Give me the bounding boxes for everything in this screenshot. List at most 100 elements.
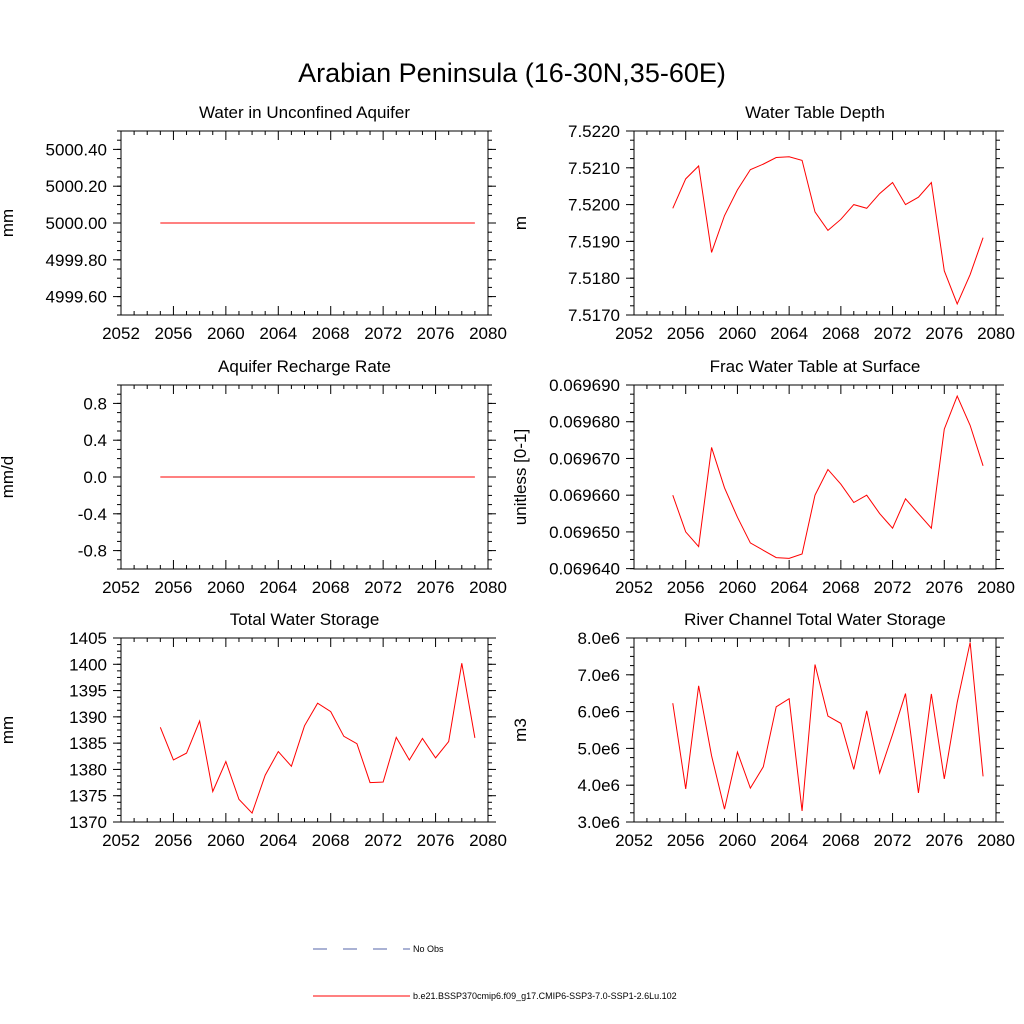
x-tick-label: 2060 [207,831,245,850]
x-tick-label: 2080 [977,324,1015,343]
y-tick-label: 5000.20 [46,177,107,196]
y-tick-label: 7.5210 [568,159,620,178]
y-axis-label: mm/d [0,456,17,499]
x-tick-label: 2060 [207,324,245,343]
x-tick-label: 2052 [102,578,140,597]
y-tick-label: 1400 [69,655,107,674]
x-tick-label: 2076 [417,324,455,343]
y-tick-label: 6.0e6 [577,703,620,722]
x-tick-label: 2056 [155,578,193,597]
panel-title: Frac Water Table at Surface [710,357,921,376]
y-tick-label: 1395 [69,682,107,701]
x-tick-label: 2064 [259,324,297,343]
x-tick-label: 2052 [102,324,140,343]
y-tick-label: 0.069670 [549,449,620,468]
x-tick-label: 2076 [925,324,963,343]
y-tick-label: 0.069680 [549,413,620,432]
legend-no-obs-label: No Obs [413,944,444,954]
y-tick-label: 0.069640 [549,560,620,579]
x-tick-label: 2064 [259,578,297,597]
x-tick-label: 2068 [822,831,860,850]
y-tick-label: 0.4 [83,431,107,450]
x-tick-label: 2080 [469,831,507,850]
y-tick-label: 0.069650 [549,523,620,542]
x-tick-label: 2056 [155,831,193,850]
x-tick-label: 2076 [925,578,963,597]
x-tick-label: 2068 [312,324,350,343]
x-tick-label: 2060 [719,578,757,597]
panel-title: River Channel Total Water Storage [684,610,946,629]
x-tick-label: 2056 [667,578,705,597]
y-tick-label: 1385 [69,734,107,753]
x-tick-label: 2060 [719,324,757,343]
y-tick-label: 4999.60 [46,288,107,307]
plot-frame [633,130,997,316]
y-tick-label: -0.4 [78,505,107,524]
y-tick-label: 5.0e6 [577,739,620,758]
y-axis-label: m [511,216,530,230]
panel-title: Water in Unconfined Aquifer [199,103,410,122]
x-tick-label: 2072 [874,831,912,850]
x-tick-label: 2068 [312,831,350,850]
x-tick-label: 2064 [770,324,808,343]
x-tick-label: 2076 [417,578,455,597]
y-tick-label: 7.5200 [568,196,620,215]
x-tick-label: 2056 [667,324,705,343]
x-tick-label: 2072 [364,831,402,850]
y-tick-label: 0.0 [83,468,107,487]
panel-title: Total Water Storage [230,610,380,629]
x-tick-label: 2056 [155,324,193,343]
x-tick-label: 2080 [469,578,507,597]
y-tick-label: 4999.80 [46,251,107,270]
x-tick-label: 2064 [259,831,297,850]
plot-frame [633,384,997,570]
x-tick-label: 2052 [615,578,653,597]
series-line-0 [672,642,984,812]
plot-frame [120,637,489,823]
x-tick-label: 2080 [977,578,1015,597]
x-tick-label: 2080 [977,831,1015,850]
y-tick-label: 5000.00 [46,214,107,233]
x-tick-label: 2052 [102,831,140,850]
y-tick-label: 1375 [69,787,107,806]
series-line-0 [672,394,984,559]
chart-panel-5: River Channel Total Water Storage m3 2052 2… [511,610,1015,850]
y-tick-label: 8.0e6 [577,629,620,648]
chart-panel-2: Aquifer Recharge Rate mm/d 2052 2056 2060 206… [0,357,507,597]
series-line-0 [672,156,984,306]
y-tick-label: 0.069690 [549,376,620,395]
x-tick-label: 2072 [874,578,912,597]
y-axis-label: m3 [511,718,530,742]
y-tick-label: 7.5170 [568,306,620,325]
panel-title: Aquifer Recharge Rate [218,357,391,376]
y-tick-label: -0.8 [78,542,107,561]
y-tick-label: 1390 [69,708,107,727]
x-tick-label: 2076 [925,831,963,850]
y-tick-label: 0.069660 [549,486,620,505]
y-tick-label: 7.5220 [568,122,620,141]
x-tick-label: 2068 [822,324,860,343]
x-tick-label: 2080 [469,324,507,343]
x-tick-label: 2072 [364,578,402,597]
x-tick-label: 2056 [667,831,705,850]
y-tick-label: 7.0e6 [577,666,620,685]
legend-model-label: b.e21.BSSP370cmip6.f09_g17.CMIP6-SSP3-7.… [413,991,677,1001]
panel-title: Water Table Depth [745,103,885,122]
y-tick-label: 7.5180 [568,269,620,288]
x-tick-label: 2060 [719,831,757,850]
y-tick-label: 1370 [69,813,107,832]
x-tick-label: 2072 [364,324,402,343]
y-tick-label: 3.0e6 [577,813,620,832]
panels: Water in Unconfined Aquifer mm 2052 2056 206… [0,103,1015,850]
x-tick-label: 2068 [312,578,350,597]
y-axis-label: unitless [0-1] [511,429,530,525]
x-tick-label: 2072 [874,324,912,343]
y-axis-label: mm [0,209,17,237]
x-tick-label: 2064 [770,831,808,850]
x-tick-label: 2052 [615,831,653,850]
chart-panel-1: Water Table Depth m 2052 2056 2060 2064 2068 20… [511,103,1015,343]
x-tick-label: 2076 [417,831,455,850]
figure-title: Arabian Peninsula (16-30N,35-60E) [298,58,726,88]
x-tick-label: 2068 [822,578,860,597]
